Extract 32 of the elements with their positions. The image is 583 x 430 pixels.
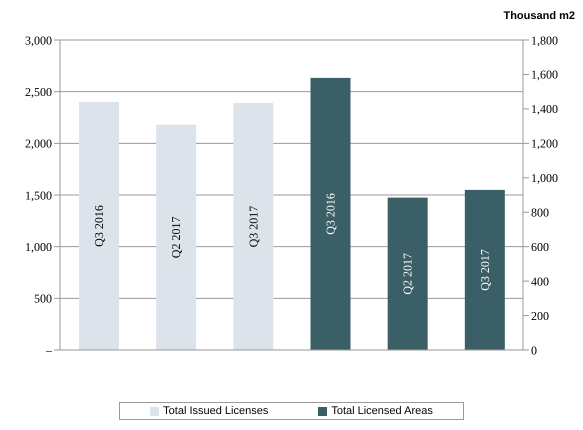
- y-tick-label: 500: [34, 292, 52, 306]
- y2-tick-label: 800: [531, 205, 549, 220]
- y2-tick-label: 1,200: [531, 136, 558, 151]
- y2-tick-label: 1,800: [531, 33, 558, 48]
- y2-tick-label: 1,400: [531, 102, 558, 116]
- x-tick-label: Q2 2017: [169, 216, 184, 258]
- bar: [464, 190, 505, 350]
- bar: [79, 102, 119, 350]
- x-tick-label: Q3 2017: [246, 206, 260, 248]
- bar: [310, 78, 350, 350]
- x-tick-label: Q3 2017: [478, 249, 492, 291]
- y2-tick-label: 1,000: [531, 171, 558, 186]
- y2-tick-label: 600: [531, 240, 549, 254]
- x-tick-label: Q3 2016: [92, 205, 106, 247]
- legend-label: Total Licensed Areas: [330, 405, 433, 417]
- bar: [388, 198, 428, 350]
- y-tick-label: –: [45, 343, 53, 358]
- legend-label: Total Issued Licenses: [162, 405, 268, 417]
- y-tick-label: 2,500: [25, 84, 52, 99]
- y-tick-label: 2,000: [25, 136, 52, 151]
- y2-tick-label: 1,600: [531, 68, 558, 82]
- y2-tick-label: 400: [531, 274, 549, 288]
- bar: [156, 124, 196, 350]
- x-tick-label: Q3 2016: [324, 193, 338, 235]
- y2-tick-label: 200: [531, 308, 549, 323]
- y2-axis-title: Thousand m2: [503, 10, 575, 22]
- y-tick-label: 3,000: [25, 33, 52, 48]
- y2-tick-label: 0: [531, 343, 537, 358]
- y-tick-label: 1,500: [25, 188, 52, 202]
- y-tick-label: 1,000: [25, 240, 52, 254]
- bar: [233, 103, 274, 350]
- x-tick-label: Q2 2017: [400, 252, 415, 295]
